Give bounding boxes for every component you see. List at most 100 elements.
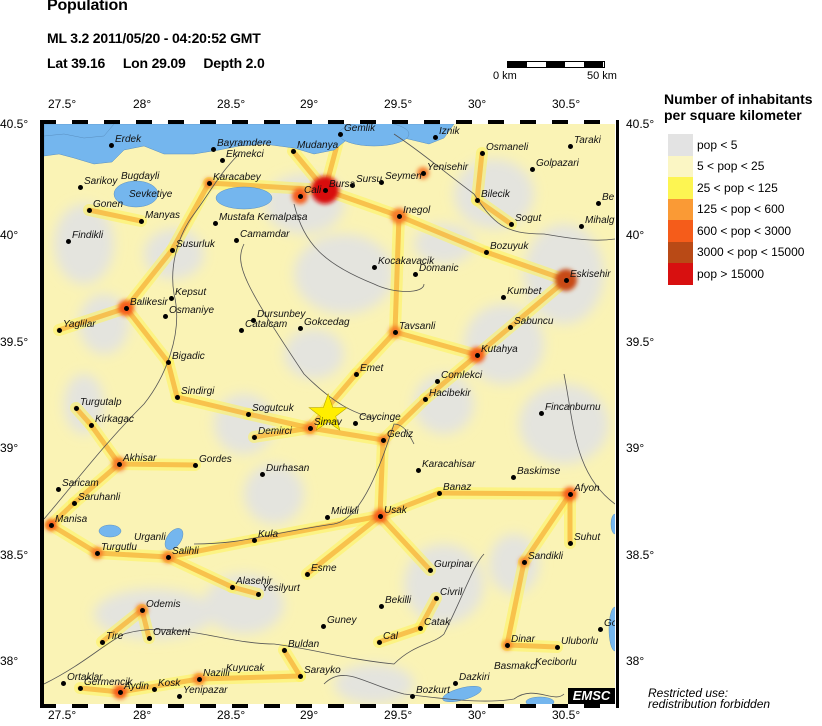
- scale-bar: [507, 61, 605, 68]
- lon-tick-label: 30°: [468, 708, 487, 722]
- road-corridor: [116, 461, 198, 468]
- lat-tick-label: 40.5°: [0, 117, 29, 131]
- city-marker: [252, 435, 257, 440]
- city-marker: [89, 423, 94, 428]
- city-label: Mudanya: [297, 140, 339, 151]
- lon-tick-label: 29.5°: [384, 708, 413, 722]
- lat-tick-label: 39.5°: [0, 335, 29, 349]
- city-marker: [197, 677, 202, 682]
- city-marker: [109, 143, 114, 148]
- city-label: Gurpinar: [434, 559, 473, 570]
- east-lake: [610, 513, 615, 535]
- city-marker: [321, 624, 326, 629]
- city-marker: [166, 555, 171, 560]
- city-marker: [61, 681, 66, 686]
- city-marker: [169, 296, 174, 301]
- city-label: Akhisar: [123, 453, 157, 464]
- city-marker: [282, 648, 287, 653]
- city-label: Odemis: [146, 599, 181, 610]
- city-marker: [166, 360, 171, 365]
- city-label: Salihli: [172, 546, 199, 557]
- city-label: Bozkurt: [416, 685, 450, 696]
- legend-label: pop < 5: [697, 137, 738, 152]
- city-label: Sarayko: [304, 665, 341, 676]
- city-label: Gediz: [387, 429, 414, 440]
- city-marker: [325, 515, 330, 520]
- city-label: Kepsut: [175, 287, 207, 298]
- city-label: Cali: [304, 185, 322, 196]
- golmarmara-lake: [98, 524, 122, 538]
- city-label: Osmaneli: [486, 142, 529, 153]
- city-marker: [177, 694, 182, 699]
- city-marker: [163, 314, 168, 319]
- event-summary: ML 3.2 2011/05/20 - 04:20:52 GMT: [47, 30, 261, 46]
- legend-item: 3000 < pop < 15000: [668, 241, 805, 263]
- uluabat-lake: [215, 186, 273, 210]
- city-label: Baskimse: [517, 466, 561, 477]
- city-marker: [72, 501, 77, 506]
- city-marker: [211, 147, 216, 152]
- city-marker: [87, 208, 92, 213]
- city-label: Golpazari: [536, 158, 579, 169]
- city-marker: [378, 514, 383, 519]
- lon-tick-label: 30.5°: [552, 708, 581, 722]
- city-marker: [100, 640, 105, 645]
- city-label: Turgutlu: [101, 542, 137, 553]
- population-map[interactable]: Erdek Bayramdere Ekmekci Mudanya Gemlik Iznik…: [44, 124, 615, 704]
- city-label: Sarikoy: [84, 176, 118, 187]
- city-label: Sandikli: [528, 551, 564, 562]
- city-marker: [220, 158, 225, 163]
- lon-tick-label: 27.5°: [48, 708, 77, 722]
- city-marker: [416, 468, 421, 473]
- city-label: Caycinge: [359, 412, 401, 423]
- city-marker: [170, 248, 175, 253]
- legend-swatch: [668, 155, 693, 177]
- burdur-lake: [525, 696, 555, 704]
- city-marker: [66, 239, 71, 244]
- city-marker: [410, 694, 415, 699]
- egirdir-lake: [608, 606, 615, 652]
- legend-item: 125 < pop < 600: [668, 198, 804, 220]
- city-label: Sursu: [356, 174, 383, 185]
- city-label: Susurluk: [176, 239, 215, 250]
- legend-swatch: [668, 198, 693, 220]
- city-marker: [57, 328, 62, 333]
- legend-label: 5 < pop < 25: [697, 159, 765, 174]
- legend-label: pop > 15000: [697, 266, 765, 281]
- city-label: Catalcam: [245, 319, 288, 330]
- city-marker: [530, 167, 535, 172]
- city-label: Midikli: [331, 506, 359, 517]
- city-label: Domanic: [419, 263, 459, 274]
- lat-tick-label: 40°: [0, 228, 19, 242]
- city-marker: [207, 181, 212, 186]
- city-marker: [124, 306, 129, 311]
- legend-swatch: [668, 220, 693, 242]
- city-label: Seymen: [385, 171, 422, 182]
- legend-item: pop < 5: [668, 134, 804, 156]
- city-label: Kirkagac: [95, 414, 134, 425]
- lon-tick-label: 29°: [300, 97, 319, 111]
- city-marker: [139, 219, 144, 224]
- lon-tick-label: 29.5°: [384, 97, 413, 111]
- map-title: Population: [47, 0, 128, 14]
- road-corridor: [48, 522, 100, 556]
- legend-item: 25 < pop < 125: [668, 177, 804, 199]
- city-label: Suhut: [574, 532, 601, 543]
- city-marker: [437, 491, 442, 496]
- city-label: Yenisehir: [427, 162, 469, 173]
- city-label: Kosk: [158, 678, 181, 689]
- legend-label: 3000 < pop < 15000: [697, 245, 805, 260]
- city-marker: [418, 626, 423, 631]
- city-marker: [568, 144, 573, 149]
- city-marker: [353, 421, 358, 426]
- city-label: Bursa: [329, 179, 356, 190]
- city-marker: [501, 295, 506, 300]
- city-label: Dinar: [511, 634, 535, 645]
- city-label: Go: [604, 618, 615, 629]
- city-marker: [298, 326, 303, 331]
- city-label: Basmakci: [494, 661, 538, 672]
- city-marker: [377, 640, 382, 645]
- city-label: Sogutcuk: [252, 403, 294, 414]
- city-marker: [433, 135, 438, 140]
- city-marker: [78, 686, 83, 691]
